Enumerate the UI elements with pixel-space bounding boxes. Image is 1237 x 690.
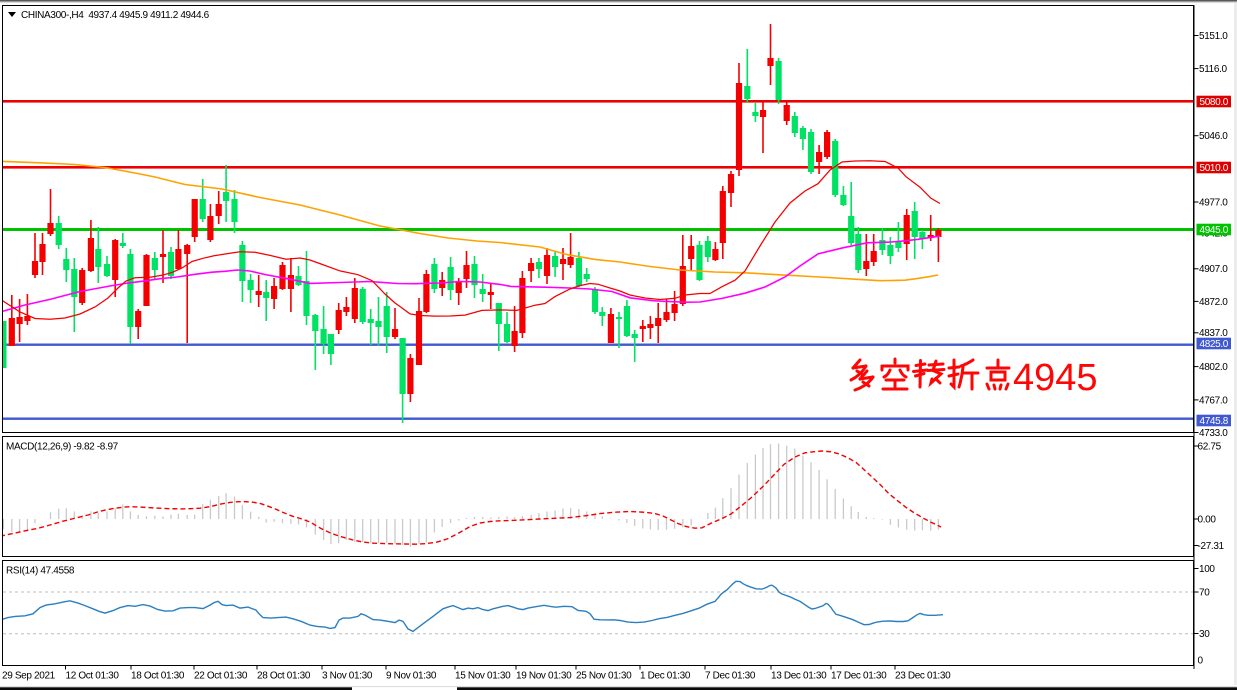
- svg-text:7 Dec 01:30: 7 Dec 01:30: [705, 671, 756, 682]
- svg-text:9 Nov 01:30: 9 Nov 01:30: [386, 671, 437, 682]
- svg-text:30: 30: [1199, 629, 1210, 640]
- svg-text:5151.0: 5151.0: [1199, 31, 1228, 42]
- svg-text:4745.8: 4745.8: [1200, 416, 1229, 427]
- svg-text:4945.0: 4945.0: [1200, 225, 1229, 236]
- svg-text:29 Sep 2021: 29 Sep 2021: [2, 671, 56, 682]
- svg-text:62.75: 62.75: [1198, 441, 1222, 452]
- svg-text:MACD(12,26,9) -9.82 -8.97: MACD(12,26,9) -9.82 -8.97: [6, 442, 119, 453]
- svg-text:23 Dec 01:30: 23 Dec 01:30: [895, 671, 951, 682]
- svg-text:3 Nov 01:30: 3 Nov 01:30: [322, 671, 373, 682]
- svg-text:13 Dec 01:30: 13 Dec 01:30: [771, 671, 827, 682]
- svg-text:5116.0: 5116.0: [1199, 64, 1228, 75]
- svg-text:0: 0: [1198, 656, 1204, 667]
- svg-text:22 Oct 01:30: 22 Oct 01:30: [194, 671, 248, 682]
- svg-text:18 Oct 01:30: 18 Oct 01:30: [131, 671, 185, 682]
- svg-text:4872.0: 4872.0: [1199, 297, 1228, 308]
- svg-text:100: 100: [1199, 564, 1215, 575]
- svg-text:4767.0: 4767.0: [1199, 395, 1228, 406]
- svg-text:5046.0: 5046.0: [1199, 131, 1228, 142]
- svg-text:CHINA300-,H4 4937.4 4945.9 49: CHINA300-,H4 4937.4 4945.9 4911.2 4944.6: [21, 10, 210, 21]
- svg-text:0.00: 0.00: [1198, 514, 1217, 525]
- svg-text:4733.0: 4733.0: [1199, 428, 1228, 439]
- svg-text:1 Dec 01:30: 1 Dec 01:30: [640, 671, 691, 682]
- svg-text:4907.0: 4907.0: [1199, 264, 1228, 275]
- svg-text:-27.31: -27.31: [1198, 541, 1225, 552]
- svg-text:4977.0: 4977.0: [1199, 197, 1228, 208]
- svg-text:19 Nov 01:30: 19 Nov 01:30: [516, 671, 572, 682]
- svg-text:28 Oct 01:30: 28 Oct 01:30: [257, 671, 311, 682]
- svg-text:RSI(14) 47.4558: RSI(14) 47.4558: [6, 566, 75, 577]
- svg-text:15 Nov 01:30: 15 Nov 01:30: [455, 671, 511, 682]
- svg-text:4945: 4945: [1013, 357, 1098, 399]
- svg-text:4837.0: 4837.0: [1199, 328, 1228, 339]
- svg-text:5010.0: 5010.0: [1200, 163, 1229, 174]
- svg-text:5080.0: 5080.0: [1200, 97, 1229, 108]
- svg-text:4825.0: 4825.0: [1200, 339, 1229, 350]
- svg-text:17 Dec 01:30: 17 Dec 01:30: [831, 671, 887, 682]
- svg-text:25 Nov 01:30: 25 Nov 01:30: [576, 671, 632, 682]
- svg-text:70: 70: [1199, 587, 1210, 598]
- svg-text:4802.0: 4802.0: [1199, 362, 1228, 373]
- svg-text:12 Oct 01:30: 12 Oct 01:30: [66, 671, 120, 682]
